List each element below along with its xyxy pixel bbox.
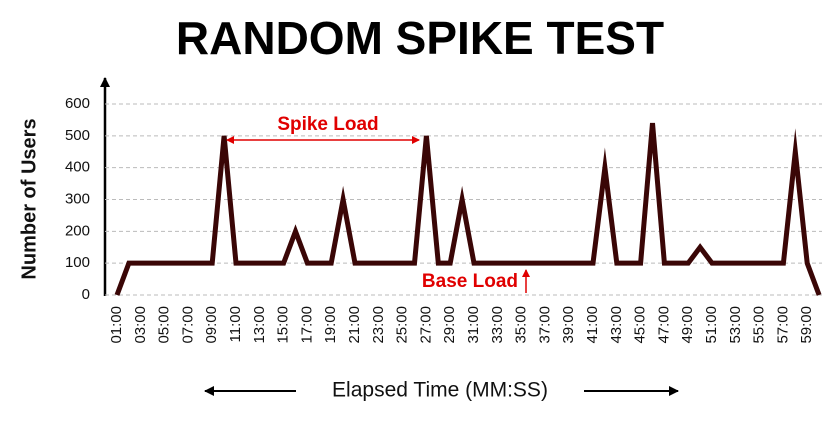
y-tick-label: 200 <box>65 222 90 239</box>
y-tick-label: 0 <box>82 286 90 303</box>
x-tick-label: 47:00 <box>655 306 672 344</box>
x-tick-label: 51:00 <box>703 306 720 344</box>
x-tick-label: 43:00 <box>608 306 625 344</box>
x-tick-label: 27:00 <box>417 306 434 344</box>
x-tick-label: 49:00 <box>679 306 696 344</box>
y-tick-label: 100 <box>65 254 90 271</box>
y-axis-label: Number of Users <box>18 118 40 279</box>
x-tick-label: 19:00 <box>322 306 339 344</box>
plot <box>114 122 822 296</box>
series-line <box>114 122 822 296</box>
x-tick-label: 55:00 <box>751 306 768 344</box>
x-tick-label: 11:00 <box>227 306 244 342</box>
x-tick-label: 05:00 <box>156 306 173 344</box>
x-tick-label: 13:00 <box>251 306 268 344</box>
annotations: Spike Load Base Load <box>226 114 530 293</box>
x-tick-label: 29:00 <box>441 306 458 344</box>
annotation: Base Load <box>422 271 518 292</box>
grid: 0 100 200 300 400 500 600 01:00 03:00 05:00 07:00 0… <box>65 95 822 344</box>
y-tick-label: 300 <box>65 190 90 207</box>
x-tick-label: 21:00 <box>346 306 363 344</box>
x-tick-label: 17:00 <box>298 306 315 344</box>
x-tick-label: 57:00 <box>774 306 791 344</box>
y-tick-label: 600 <box>65 95 90 112</box>
x-tick-label: 59:00 <box>798 306 815 344</box>
x-tick-label: 01:00 <box>108 306 125 344</box>
y-tick-label: 500 <box>65 127 90 144</box>
x-tick-label: 41:00 <box>584 306 601 344</box>
x-tick-label: 31:00 <box>465 306 482 344</box>
x-tick-label: 09:00 <box>203 306 220 344</box>
annotation: Spike Load <box>277 114 378 135</box>
x-tick-label: 45:00 <box>632 306 649 344</box>
x-tick-label: 53:00 <box>727 306 744 344</box>
x-axis-label: Elapsed Time (MM:SS) <box>332 379 548 402</box>
x-tick-label: 33:00 <box>489 306 506 344</box>
x-tick-label: 23:00 <box>370 306 387 344</box>
x-tick-label: 35:00 <box>513 306 530 344</box>
x-tick-label: 15:00 <box>275 306 292 344</box>
x-tick-label: 25:00 <box>394 306 411 344</box>
chart-title: RANDOM SPIKE TEST <box>176 12 664 64</box>
x-tick-label: 37:00 <box>536 306 553 344</box>
x-tick-label: 03:00 <box>132 306 149 344</box>
x-tick-label: 39:00 <box>560 306 577 344</box>
y-tick-label: 400 <box>65 159 90 176</box>
x-tick-label: 07:00 <box>179 306 196 344</box>
